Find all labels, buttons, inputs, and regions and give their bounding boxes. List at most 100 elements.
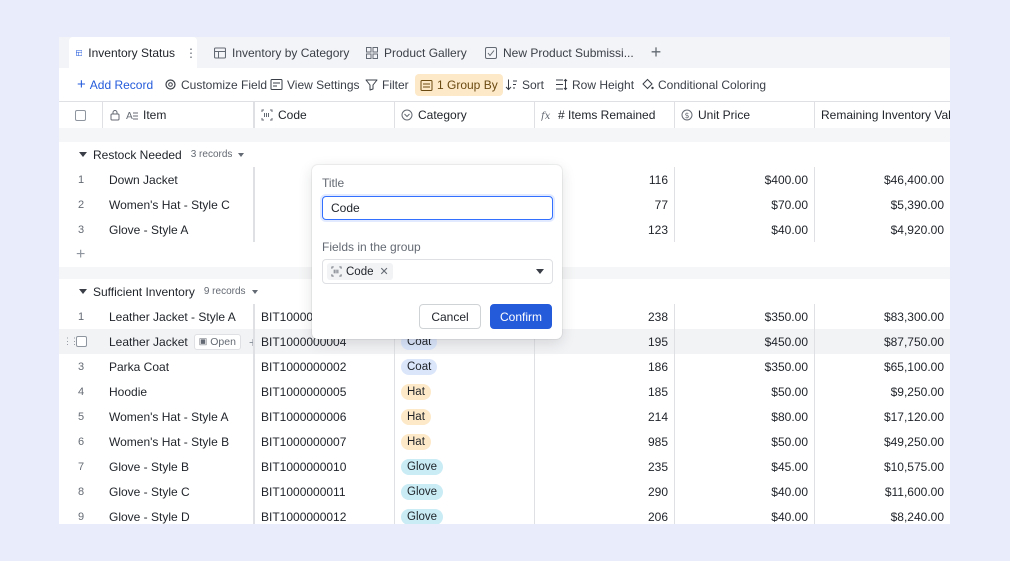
fields-in-group-select[interactable]: Code ✕ bbox=[322, 259, 553, 284]
table-row[interactable]: 8 Glove - Style C BIT1000000011 Glove 290 $40… bbox=[59, 479, 950, 505]
column-category[interactable]: Category bbox=[395, 102, 535, 128]
tab-new-product-submission[interactable]: New Product Submissi... bbox=[485, 37, 634, 68]
cell-remained[interactable]: 185 bbox=[535, 379, 675, 404]
cell-item[interactable]: Glove - Style C bbox=[103, 479, 255, 504]
group-by-button[interactable]: 1 Group By bbox=[415, 74, 503, 96]
cell-item[interactable]: Parka Coat bbox=[103, 354, 255, 379]
cell-category[interactable]: Glove bbox=[395, 504, 535, 524]
cell-value[interactable]: $83,300.00 bbox=[815, 304, 950, 329]
cell-remained[interactable]: 206 bbox=[535, 504, 675, 524]
cell-price[interactable]: $40.00 bbox=[675, 217, 815, 242]
table-row[interactable]: 5 Women's Hat - Style A BIT1000000006 Hat 21… bbox=[59, 404, 950, 430]
cell-item[interactable]: Glove - Style A bbox=[103, 217, 255, 242]
cell-item[interactable]: Glove - Style B bbox=[103, 454, 255, 479]
cell-value[interactable]: $11,600.00 bbox=[815, 479, 950, 504]
cell-value[interactable]: $10,575.00 bbox=[815, 454, 950, 479]
cell-remained[interactable]: 195 bbox=[535, 329, 675, 354]
cell-price[interactable]: $50.00 bbox=[675, 429, 815, 454]
cell-value[interactable]: $9,250.00 bbox=[815, 379, 950, 404]
cell-category[interactable]: Hat bbox=[395, 379, 535, 404]
cell-value[interactable]: $4,920.00 bbox=[815, 217, 950, 242]
cell-item[interactable]: Women's Hat - Style C bbox=[103, 192, 255, 217]
column-remaining-value[interactable]: Remaining Inventory Val... bbox=[815, 102, 950, 128]
column-item[interactable]: A Item bbox=[103, 102, 255, 128]
tab-product-gallery[interactable]: Product Gallery bbox=[366, 37, 467, 68]
add-record-button[interactable]: + Add Record bbox=[77, 68, 153, 101]
cell-remained[interactable]: 235 bbox=[535, 454, 675, 479]
select-all-checkbox[interactable] bbox=[75, 109, 86, 121]
table-row[interactable]: 9 Glove - Style D BIT1000000012 Glove 206 $40… bbox=[59, 504, 950, 524]
cell-remained[interactable]: 123 bbox=[535, 217, 675, 242]
cell-category[interactable]: Hat bbox=[395, 404, 535, 429]
cell-price[interactable]: $70.00 bbox=[675, 192, 815, 217]
cell-category[interactable]: Hat bbox=[395, 429, 535, 454]
cell-value[interactable]: $49,250.00 bbox=[815, 429, 950, 454]
sort-button[interactable]: Sort bbox=[505, 68, 544, 101]
cell-category[interactable]: Coat bbox=[395, 354, 535, 379]
cell-item[interactable]: Glove - Style D bbox=[103, 504, 255, 524]
column-items-remained[interactable]: fx # Items Remained bbox=[535, 102, 675, 128]
chevron-down-icon[interactable] bbox=[251, 289, 258, 294]
cell-price[interactable]: $350.00 bbox=[675, 354, 815, 379]
cell-code[interactable]: BIT1000000007 bbox=[255, 429, 395, 454]
cell-remained[interactable]: 186 bbox=[535, 354, 675, 379]
table-row[interactable]: 4 Hoodie BIT1000000005 Hat 185 $50.00 $9,250.0… bbox=[59, 379, 950, 405]
customize-field-button[interactable]: Customize Field bbox=[164, 68, 267, 101]
cell-value[interactable]: $17,120.00 bbox=[815, 404, 950, 429]
filter-button[interactable]: Filter bbox=[365, 68, 409, 101]
caret-down-icon[interactable] bbox=[79, 152, 87, 157]
caret-down-icon[interactable] bbox=[79, 289, 87, 294]
tab-inventory-by-category[interactable]: Inventory by Category bbox=[214, 37, 349, 68]
cell-item[interactable]: Leather Jacket - Style A bbox=[103, 304, 255, 329]
cell-value[interactable]: $65,100.00 bbox=[815, 354, 950, 379]
table-row[interactable]: 6 Women's Hat - Style B BIT1000000007 Hat 98… bbox=[59, 429, 950, 455]
add-view-icon[interactable]: + bbox=[650, 42, 662, 62]
more-icon[interactable]: ⋮ bbox=[185, 45, 197, 60]
cell-item[interactable]: Leather Jacket ▣Open + bbox=[103, 329, 255, 354]
plus-icon[interactable]: + bbox=[76, 246, 86, 263]
cell-value[interactable]: $87,750.00 bbox=[815, 329, 950, 354]
group-header[interactable]: Restock Needed 3 records bbox=[59, 142, 950, 168]
table-row[interactable]: 3 Parka Coat BIT1000000002 Coat 186 $350.00 $6… bbox=[59, 354, 950, 380]
tab-inventory-status[interactable]: Inventory Status ⋮ bbox=[69, 37, 197, 68]
cell-value[interactable]: $8,240.00 bbox=[815, 504, 950, 524]
cell-item[interactable]: Women's Hat - Style B bbox=[103, 429, 255, 454]
cell-value[interactable]: $5,390.00 bbox=[815, 192, 950, 217]
cell-code[interactable]: BIT1000000012 bbox=[255, 504, 395, 524]
open-record-button[interactable]: ▣ Open bbox=[193, 333, 241, 350]
remove-chip-icon[interactable]: ✕ bbox=[379, 266, 389, 278]
cell-item[interactable]: Down Jacket bbox=[103, 167, 255, 192]
row-height-button[interactable]: Row Height bbox=[555, 68, 634, 101]
conditional-coloring-button[interactable]: Conditional Coloring bbox=[641, 68, 766, 101]
title-input[interactable] bbox=[322, 196, 553, 220]
cell-item[interactable]: Women's Hat - Style A bbox=[103, 404, 255, 429]
cell-category[interactable]: Glove bbox=[395, 454, 535, 479]
cell-category[interactable]: Glove bbox=[395, 479, 535, 504]
plus-icon[interactable]: + bbox=[249, 334, 253, 350]
cell-price[interactable]: $40.00 bbox=[675, 504, 815, 524]
cell-remained[interactable]: 116 bbox=[535, 167, 675, 192]
cell-remained[interactable]: 290 bbox=[535, 479, 675, 504]
cell-code[interactable]: BIT1000000005 bbox=[255, 379, 395, 404]
chevron-down-icon[interactable] bbox=[238, 152, 245, 157]
cell-price[interactable]: $40.00 bbox=[675, 479, 815, 504]
confirm-button[interactable]: Confirm bbox=[490, 304, 552, 329]
table-row[interactable]: 7 Glove - Style B BIT1000000010 Glove 235 $45… bbox=[59, 454, 950, 480]
cell-code[interactable]: BIT1000000011 bbox=[255, 479, 395, 504]
cell-price[interactable]: $450.00 bbox=[675, 329, 815, 354]
cell-value[interactable]: $46,400.00 bbox=[815, 167, 950, 192]
view-settings-button[interactable]: View Settings bbox=[270, 68, 360, 101]
cell-remained[interactable]: 985 bbox=[535, 429, 675, 454]
cell-remained[interactable]: 77 bbox=[535, 192, 675, 217]
cell-price[interactable]: $50.00 bbox=[675, 379, 815, 404]
cancel-button[interactable]: Cancel bbox=[419, 304, 481, 329]
cell-price[interactable]: $350.00 bbox=[675, 304, 815, 329]
column-unit-price[interactable]: $ Unit Price bbox=[675, 102, 815, 128]
cell-price[interactable]: $400.00 bbox=[675, 167, 815, 192]
row-checkbox[interactable] bbox=[75, 336, 87, 347]
cell-remained[interactable]: 214 bbox=[535, 404, 675, 429]
table-row[interactable]: ⋮⋮Leather Jacket▣Open+BIT1000000004Coat1… bbox=[59, 329, 950, 355]
cell-price[interactable]: $45.00 bbox=[675, 454, 815, 479]
cell-remained[interactable]: 238 bbox=[535, 304, 675, 329]
column-code[interactable]: Code bbox=[255, 102, 395, 128]
